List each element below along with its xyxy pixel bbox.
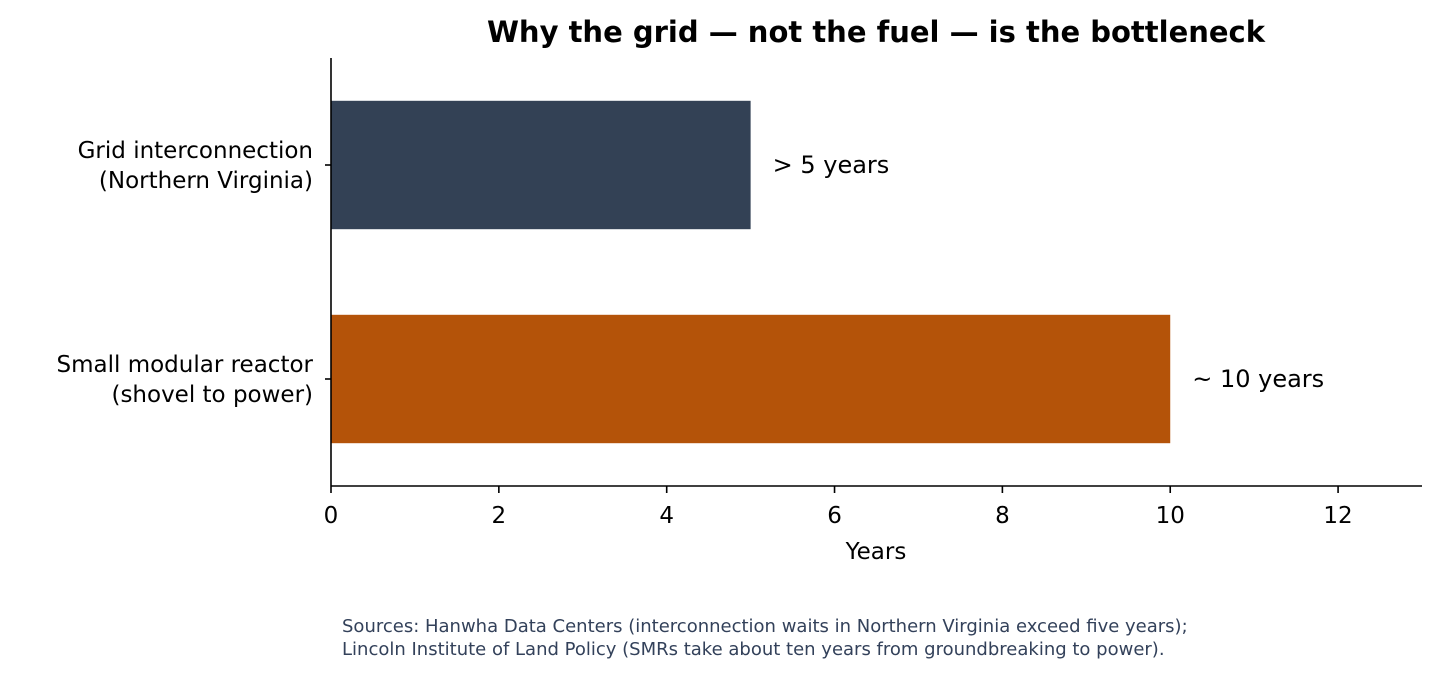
x-tick-label-4: 4 xyxy=(659,503,674,529)
bar-value-label-1: > 5 years xyxy=(773,151,890,179)
source-note-line-2: Lincoln Institute of Land Policy (SMRs t… xyxy=(342,639,1165,660)
y-tick-label-1-line-1: Grid interconnection xyxy=(78,138,313,164)
x-axis-label: Years xyxy=(845,539,907,565)
bars-layer: > 5 years ~ 10 years xyxy=(331,100,1324,444)
axes-layer: Grid interconnection (Northern Virginia) S… xyxy=(57,58,1422,529)
x-tick-label-12: 12 xyxy=(1323,503,1352,529)
x-tick-label-10: 10 xyxy=(1156,503,1185,529)
x-tick-label-0: 0 xyxy=(324,503,339,529)
bar-1 xyxy=(331,100,751,230)
bar-value-label-2: ~ 10 years xyxy=(1192,365,1324,393)
y-tick-label-2-line-1: Small modular reactor xyxy=(57,352,314,378)
y-tick-label-2-line-2: (shovel to power) xyxy=(111,382,313,408)
y-tick-label-1-line-2: (Northern Virginia) xyxy=(99,168,313,194)
bar-2 xyxy=(331,314,1171,444)
chart-title: Why the grid — not the fuel — is the bot… xyxy=(487,15,1266,49)
source-note-line-1: Sources: Hanwha Data Centers (interconne… xyxy=(342,616,1188,637)
x-tick-label-6: 6 xyxy=(827,503,842,529)
x-tick-label-8: 8 xyxy=(995,503,1010,529)
x-tick-label-2: 2 xyxy=(492,503,507,529)
